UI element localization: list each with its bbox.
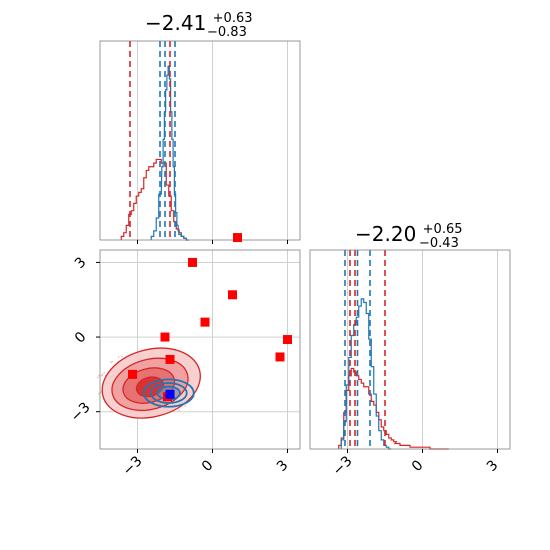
red-square-marker-5: [283, 335, 292, 345]
param2-histogram-panel: −3 0 3: [309, 249, 511, 479]
title-param2-minus: −0.43: [419, 236, 459, 251]
scatter-cloud-point-126: [184, 405, 186, 407]
red-square-marker-8: [128, 369, 137, 379]
scatter-xtick-label-0: −3: [120, 453, 146, 479]
red-square-marker-3: [200, 317, 210, 327]
param1-hist-red-line: [120, 158, 189, 241]
scatter-xtick-label-1: 0: [199, 457, 217, 475]
scatter-cloud-point-148: [101, 373, 104, 376]
scatter-ytick-label-1: 0: [72, 329, 90, 347]
scatter-cloud-point-71: [120, 355, 123, 358]
title-param1-plus: +0.63: [213, 11, 253, 26]
param2-hist-frame: [309, 249, 511, 450]
scatter-ytick-label-0: −3: [68, 399, 94, 425]
param2-hist-blue-line: [340, 298, 392, 450]
scatter-cloud-point-37: [178, 409, 180, 411]
red-square-marker-7: [275, 352, 285, 362]
red-square-marker-0: [233, 233, 242, 243]
title-param1-value: −2.41: [145, 11, 206, 35]
param1-hist-frame: [99, 40, 301, 241]
param-scatter-panel: −3 0 3 −3 0 3: [68, 233, 301, 479]
scatter-cloud-point-84: [98, 374, 100, 377]
title-param1-minus: −0.83: [207, 25, 247, 40]
title-param2: −2.20 +0.65: [355, 222, 463, 246]
blue-contour-1: [149, 382, 188, 404]
title-param2-value: −2.20: [355, 222, 416, 246]
scatter-cloud-point-32: [103, 371, 106, 374]
red-square-marker-4: [160, 332, 170, 342]
red-square-marker-2: [228, 290, 237, 300]
scatter-cloud-point-153: [117, 356, 120, 358]
red-square-marker-6: [165, 354, 175, 364]
scatter-cloud-point-48: [100, 374, 103, 377]
title-param2-plus: +0.65: [423, 222, 463, 237]
param2-hist-xtick-label-2: 3: [484, 457, 502, 475]
title-param1: −2.41 +0.63: [145, 11, 253, 35]
scatter-ytick-label-2: 3: [72, 254, 90, 272]
blue-contour-0: [142, 378, 195, 408]
param2-hist-red-line: [338, 367, 449, 450]
scatter-xtick-label-2: 3: [274, 457, 292, 475]
scatter-cloud-point-97: [97, 376, 99, 379]
blue-square-marker: [165, 389, 175, 399]
scatter-frame: [99, 249, 301, 450]
param2-hist-xtick-label-0: −3: [330, 453, 356, 479]
scatter-cloud-point-127: [110, 361, 112, 363]
red-square-marker-1: [188, 257, 197, 267]
scatter-cloud-point-146: [111, 360, 114, 363]
scatter-cloud-point-88: [97, 392, 100, 395]
param1-histogram-panel: [99, 40, 301, 244]
param2-hist-xtick-label-1: 0: [409, 457, 427, 475]
